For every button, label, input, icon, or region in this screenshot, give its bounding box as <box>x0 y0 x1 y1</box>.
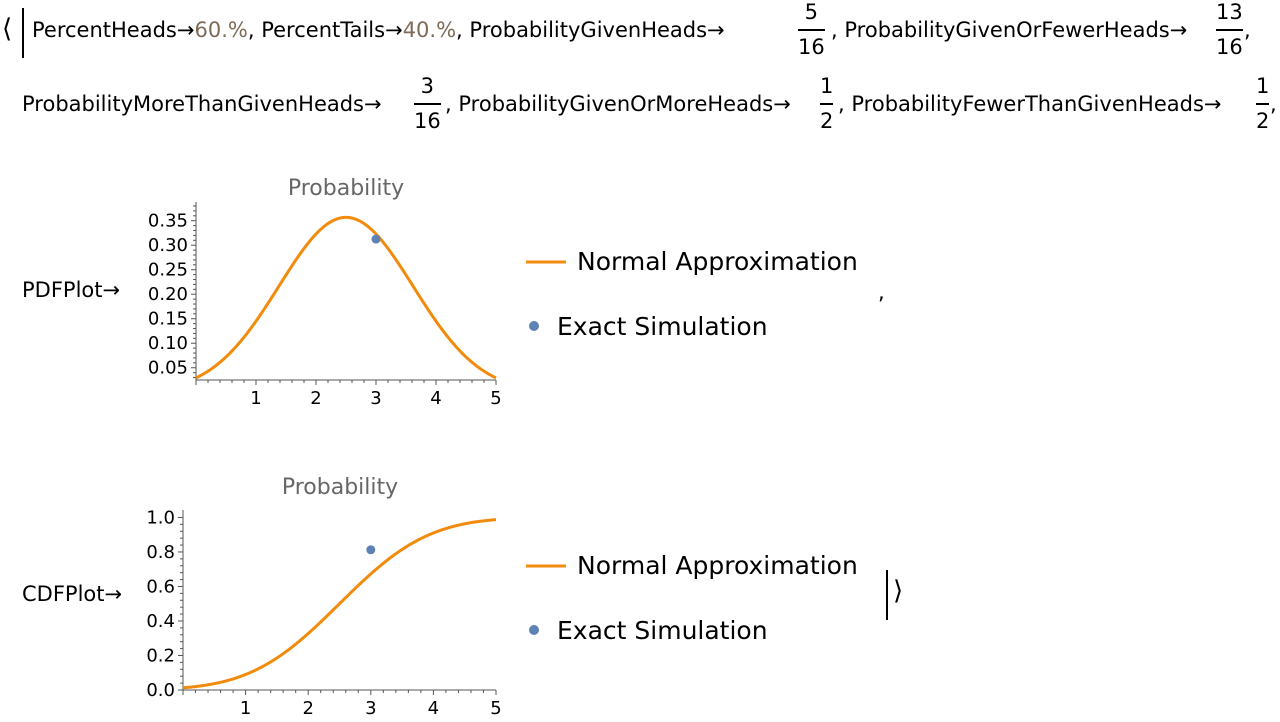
arrow-1: → <box>176 18 195 42</box>
arrow-6: → <box>773 92 791 116</box>
arrow-9: → <box>104 582 123 606</box>
y-tick-label: 1.0 <box>146 507 175 528</box>
y-tick-label: 0.05 <box>148 358 188 379</box>
prob-more-than-given-num: 3 <box>420 74 435 98</box>
row-2-part-2: , ProbabilityGivenOrMoreHeads→ <box>445 92 791 116</box>
pdf-plot-label: PDFPlot→ <box>22 278 120 302</box>
pdf-chart: Probability 1 2 3 4 5 0.05 0.10 0.15 0.20 0.25 0.30… <box>148 176 502 409</box>
x-tick-label: 1 <box>240 698 251 719</box>
percent-heads-key: PercentHeads <box>32 18 177 42</box>
row-2-part-3: , ProbabilityFewerThanGivenHeads→ <box>838 92 1222 116</box>
y-tick-label: 0.4 <box>146 611 175 632</box>
y-tick-label: 0.10 <box>148 333 188 354</box>
cdf-chart: Probability 1 2 3 4 5 0.0 0.2 0.4 0.6 0.8 1.0 <box>146 475 501 719</box>
legend-exact-swatch <box>529 625 539 635</box>
percent-heads-value: 60.% <box>194 18 248 42</box>
legend-exact-label: Exact Simulation <box>557 616 768 645</box>
pdf-legend: Normal Approximation Exact Simulation <box>526 247 858 341</box>
percent-tails-value: 40.% <box>402 18 457 42</box>
cdf-plot-key: CDFPlot <box>22 582 105 606</box>
fraction-bar <box>820 103 834 105</box>
x-tick-label: 3 <box>370 388 381 409</box>
cdf-legend: Normal Approximation Exact Simulation <box>526 551 858 645</box>
arrow-3: → <box>707 18 725 42</box>
arrow-5: → <box>364 92 382 116</box>
prob-fewer-than-given-key: ProbabilityFewerThanGivenHeads <box>851 92 1204 116</box>
prob-given-or-more-den: 2 <box>820 108 834 133</box>
comma-8: , <box>878 280 885 304</box>
prob-given-or-fewer-num: 13 <box>1216 0 1243 24</box>
arrow-8: → <box>102 278 121 302</box>
prob-given-or-more-key: ProbabilityGivenOrMoreHeads <box>458 92 774 116</box>
prob-given-heads-key: ProbabilityGivenHeads <box>469 18 708 42</box>
x-tick-label: 4 <box>430 388 441 409</box>
fraction-bar <box>1216 29 1243 31</box>
y-tick-label: 0.20 <box>148 284 188 305</box>
chart-title: Probability <box>288 176 404 201</box>
prob-given-heads-num: 5 <box>804 0 819 24</box>
cdf-plot-label: CDFPlot→ <box>22 582 122 606</box>
y-tick-label: 0.6 <box>146 576 175 597</box>
association-open-bar <box>22 8 24 58</box>
exact-simulation-point <box>371 234 381 244</box>
prob-given-or-fewer-fraction: 13 16 <box>1216 0 1243 59</box>
normal-approximation-line <box>195 215 497 380</box>
prob-given-or-more-fraction: 1 2 <box>820 74 834 133</box>
y-tick-label: 0.15 <box>148 309 188 330</box>
prob-given-or-fewer-den: 16 <box>1216 34 1243 59</box>
row-1: PercentHeads→60.%, PercentTails→40.%, Pr… <box>32 18 725 42</box>
row-2: ProbabilityMoreThanGivenHeads→ <box>22 92 382 116</box>
legend-normal-label: Normal Approximation <box>577 247 858 276</box>
comma-3: , <box>831 18 838 42</box>
prob-fewer-than-given-den: 2 <box>1256 108 1270 133</box>
x-tick-label: 3 <box>365 698 376 719</box>
normal-approximation-line <box>182 518 497 690</box>
chart-title: Probability <box>282 475 398 500</box>
arrow-4: → <box>1169 18 1188 42</box>
fraction-bar <box>414 103 441 105</box>
association-close-bracket: ⟩ <box>893 576 904 606</box>
prob-more-than-given-den: 16 <box>414 108 441 133</box>
y-tick-label: 0.30 <box>148 235 188 256</box>
x-tick-label: 5 <box>490 388 501 409</box>
prob-fewer-than-given-num: 1 <box>1256 74 1270 98</box>
y-tick-label: 0.25 <box>148 260 188 281</box>
pdf-plot-key: PDFPlot <box>22 278 103 302</box>
prob-given-heads-den: 16 <box>798 34 825 59</box>
x-tick-label: 2 <box>302 698 313 719</box>
y-tick-label: 0.0 <box>146 680 175 701</box>
association-close-bar <box>886 570 888 620</box>
x-tick-label: 4 <box>428 698 439 719</box>
prob-given-heads-fraction: 5 16 <box>798 0 825 59</box>
prob-more-than-given-key: ProbabilityMoreThanGivenHeads <box>22 92 364 116</box>
association-open-bracket: ⟨ <box>2 14 13 44</box>
legend-normal-label: Normal Approximation <box>577 551 858 580</box>
legend-exact-swatch <box>529 321 539 331</box>
exact-simulation-point <box>366 545 376 555</box>
x-tick-label: 2 <box>310 388 321 409</box>
prob-more-than-given-fraction: 3 16 <box>414 74 441 133</box>
comma-1: , <box>247 18 255 42</box>
y-tick-label: 0.2 <box>146 645 175 666</box>
y-tick-label: 0.35 <box>148 211 188 232</box>
comma-7: , <box>1270 92 1277 116</box>
x-tick-label: 5 <box>490 698 501 719</box>
row-1-part-2: , ProbabilityGivenOrFewerHeads→ <box>831 18 1187 42</box>
x-tick-label: 1 <box>250 388 261 409</box>
fraction-bar <box>1256 103 1270 105</box>
comma-2: , <box>456 18 463 42</box>
prob-given-or-more-num: 1 <box>820 74 834 98</box>
prob-fewer-than-given-fraction: 1 2 <box>1256 74 1270 133</box>
arrow-2: → <box>385 18 403 42</box>
prob-given-or-fewer-key: ProbabilityGivenOrFewerHeads <box>844 18 1170 42</box>
comma-5: , <box>445 92 452 116</box>
arrow-7: → <box>1203 92 1222 116</box>
y-tick-label: 0.8 <box>146 542 175 563</box>
legend-exact-label: Exact Simulation <box>557 312 768 341</box>
comma-6: , <box>838 92 845 116</box>
comma-4: , <box>1244 18 1251 42</box>
fraction-bar <box>798 29 825 31</box>
percent-tails-key: PercentTails <box>261 18 386 42</box>
